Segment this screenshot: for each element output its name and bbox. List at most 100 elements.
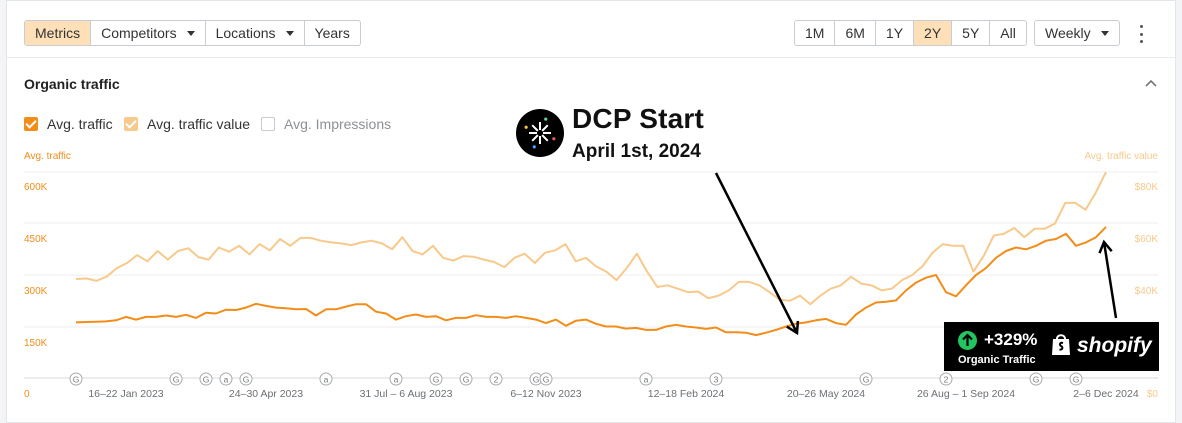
annotation-marker: 2	[489, 372, 503, 386]
annotation-marker: 3	[709, 372, 723, 386]
callout-date: April 1st, 2024	[572, 141, 701, 162]
legend-avg-impressions[interactable]: Avg. Impressions	[261, 115, 391, 133]
interval-label: Weekly	[1045, 25, 1091, 41]
shopify-wordmark: shopify	[1077, 334, 1152, 357]
annotation-marker: G	[1069, 372, 1083, 386]
legend-avg-traffic-label: Avg. traffic	[47, 116, 113, 132]
legend-avg-traffic[interactable]: Avg. traffic	[24, 115, 113, 133]
tab-metrics-label: Metrics	[35, 25, 81, 41]
annotation-marker: a	[639, 372, 653, 386]
svg-text:3: 3	[714, 375, 719, 385]
annotation-marker: 2	[939, 372, 953, 386]
x-tick-label: 31 Jul – 6 Aug 2023	[360, 388, 453, 400]
right-tick-label: $80K	[1135, 182, 1159, 193]
svg-text:G: G	[533, 375, 540, 385]
annotation-marker: G	[429, 372, 443, 386]
more-options-icon[interactable]	[1135, 25, 1147, 43]
svg-text:G: G	[433, 375, 440, 385]
checkbox-checked-icon[interactable]	[24, 117, 38, 131]
section-title: Organic traffic	[24, 76, 120, 92]
growth-percent: +329%	[984, 330, 1038, 349]
legend-avg-traffic-value-label: Avg. traffic value	[147, 116, 250, 132]
svg-text:G: G	[173, 375, 180, 385]
svg-text:G: G	[463, 375, 470, 385]
tab-years[interactable]: Years	[305, 21, 360, 45]
growth-arrow	[1098, 239, 1118, 319]
right-tick-label: $60K	[1135, 234, 1159, 245]
annotation-marker: G	[169, 372, 183, 386]
arrow-up-icon	[958, 331, 977, 350]
annotation-marker: G	[459, 372, 473, 386]
tab-metrics[interactable]: Metrics	[25, 21, 92, 45]
range-all[interactable]: All	[1000, 25, 1016, 41]
svg-text:G: G	[203, 375, 210, 385]
interval-dropdown[interactable]: Weekly	[1034, 20, 1120, 46]
tab-locations[interactable]: Locations	[206, 21, 305, 45]
svg-text:2: 2	[944, 375, 949, 385]
annotation-marker: G	[539, 372, 553, 386]
svg-text:G: G	[863, 375, 870, 385]
svg-text:G: G	[543, 375, 550, 385]
range-selector: 1M 6M 1Y 2Y 5Y All	[794, 20, 1027, 46]
right-tick-label: $0	[1147, 389, 1159, 400]
annotation-marker: a	[219, 372, 233, 386]
svg-text:a: a	[224, 375, 229, 385]
left-tick-label: 150K	[24, 338, 48, 349]
left-tick-label: 600K	[24, 182, 48, 193]
left-tick-label: 450K	[24, 234, 48, 245]
annotation-marker: G	[859, 372, 873, 386]
view-tabs: Metrics Competitors Locations Years	[24, 20, 361, 46]
organic-traffic-panel: Metrics Competitors Locations Years 1M 6…	[6, 0, 1176, 423]
tab-locations-label: Locations	[215, 25, 276, 41]
callout-title: DCP Start	[572, 103, 704, 134]
svg-text:a: a	[394, 375, 399, 385]
range-2y[interactable]: 2Y	[914, 21, 953, 45]
chevron-up-icon[interactable]	[1145, 77, 1157, 89]
svg-text:G: G	[243, 375, 250, 385]
annotation-marker: G	[239, 372, 253, 386]
chevron-down-icon	[285, 30, 294, 36]
x-tick-label: 26 Aug – 1 Sep 2024	[917, 388, 1015, 400]
shopify-bag-icon	[1052, 334, 1070, 355]
svg-text:G: G	[1073, 375, 1080, 385]
legend-avg-impressions-label: Avg. Impressions	[284, 116, 392, 132]
annotation-marker: a	[389, 372, 403, 386]
range-5y[interactable]: 5Y	[952, 21, 991, 45]
svg-text:G: G	[1033, 375, 1040, 385]
growth-caption: Organic Traffic	[958, 354, 1036, 366]
right-axis-title: Avg. traffic value	[1084, 151, 1158, 162]
x-tick-label: 6–12 Nov 2023	[510, 388, 581, 400]
svg-text:2: 2	[494, 375, 499, 385]
dcp-logo-icon	[516, 109, 564, 157]
annotation-marker: G	[199, 372, 213, 386]
range-6m[interactable]: 6M	[835, 21, 876, 45]
left-tick-label: 0	[24, 389, 30, 400]
legend-avg-traffic-value[interactable]: Avg. traffic value	[124, 115, 250, 133]
left-tick-label: 300K	[24, 286, 48, 297]
chevron-down-icon	[1100, 30, 1109, 36]
tab-years-label: Years	[314, 25, 350, 41]
x-tick-label: 20–26 May 2024	[787, 388, 865, 400]
growth-badge: +329% Organic Traffic shopify	[944, 322, 1159, 371]
x-tick-label: 16–22 Jan 2023	[88, 388, 163, 400]
checkbox-unchecked-icon[interactable]	[261, 117, 275, 131]
series-line-avg-traffic-value	[75, 171, 1107, 306]
svg-text:G: G	[73, 375, 80, 385]
annotation-marker: G	[1029, 372, 1043, 386]
x-tick-label: 24–30 Apr 2023	[229, 388, 303, 400]
range-1m[interactable]: 1M	[795, 21, 836, 45]
dcp-start-arrow	[714, 172, 800, 336]
tab-competitors-label: Competitors	[101, 25, 177, 41]
left-axis-title: Avg. traffic	[24, 151, 71, 162]
checkbox-checked-icon[interactable]	[124, 117, 138, 131]
svg-text:a: a	[644, 375, 649, 385]
annotation-marker: G	[69, 372, 83, 386]
range-1y[interactable]: 1Y	[876, 21, 915, 45]
svg-text:a: a	[324, 375, 329, 385]
tab-competitors[interactable]: Competitors	[91, 21, 206, 45]
chevron-down-icon	[186, 30, 195, 36]
x-tick-label: 2–6 Dec 2024	[1073, 388, 1139, 400]
right-tick-label: $40K	[1135, 286, 1159, 297]
toolbar: Metrics Competitors Locations Years 1M 6…	[7, 1, 1175, 58]
